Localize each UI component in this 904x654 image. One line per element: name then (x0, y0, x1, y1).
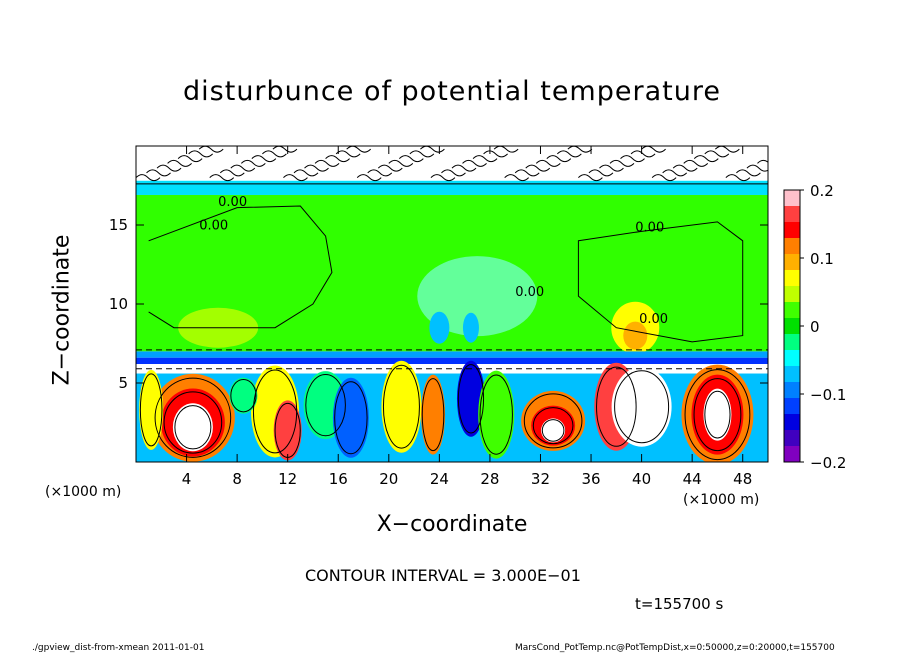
colorbar-swatch (784, 302, 800, 319)
x-axis: 4 8 12 16 20 24 28 32 36 40 44 48 (182, 146, 752, 488)
colorbar: 0.2 0.1 0 −0.1 −0.2 (783, 182, 846, 472)
middle-blue-blob (429, 311, 450, 344)
convective-cell (541, 418, 566, 443)
convective-cell (229, 377, 258, 414)
colorbar-swatch (784, 430, 800, 447)
colorbar-swatch (784, 382, 800, 399)
x-tick-label: 20 (379, 470, 398, 488)
convective-cell (421, 374, 446, 455)
contour-label: 0.00 (515, 285, 544, 300)
contour-label: 0.00 (639, 312, 668, 327)
footer-data-source: MarsCond_PotTemp.nc@PotTempDist,x=0:5000… (515, 643, 835, 653)
x-tick-label: 36 (581, 470, 600, 488)
x-tick-label: 44 (683, 470, 702, 488)
colorbar-tick-label: 0.2 (810, 182, 834, 200)
chart-title: disturbunce of potential temperature (183, 76, 721, 107)
contour-lines (136, 183, 768, 461)
x-axis-label: X−coordinate (376, 512, 528, 537)
colorbar-tick-label: −0.1 (810, 386, 846, 404)
colorbar-swatch (784, 446, 800, 463)
convective-cell (273, 400, 302, 461)
colorbar-swatch (784, 350, 800, 367)
colorbar-swatch (784, 334, 800, 351)
convective-cell (456, 360, 485, 437)
x-tick-label: 28 (480, 470, 499, 488)
footer-script-name: ./gpview_dist-from-xmean 2011-01-01 (32, 643, 205, 653)
colorbar-swatch (784, 206, 800, 223)
colorbar-swatch (784, 254, 800, 271)
transition-band (136, 351, 768, 358)
contour-interval: CONTOUR INTERVAL = 3.000E−01 (305, 566, 581, 585)
y-tick-label: 5 (118, 374, 128, 392)
colorbar-swatch (784, 238, 800, 255)
contour-labels: 0.00 0.00 0.00 0.00 0.00 (199, 195, 668, 327)
x-tick-label: 48 (733, 470, 752, 488)
x-tick-label: 8 (232, 470, 242, 488)
x-tick-label: 40 (632, 470, 651, 488)
upper-band (136, 180, 768, 195)
upper-layer (136, 146, 768, 181)
contour-label: 0.00 (218, 195, 247, 210)
colorbar-swatch (784, 222, 800, 239)
convective-cell (478, 370, 515, 459)
contour-label: 0.00 (199, 219, 228, 234)
colorbar-tick-label: 0.1 (810, 250, 834, 268)
x-tick-label: 24 (430, 470, 449, 488)
y-axis-label: Z−coordinate (49, 234, 75, 386)
time-label: t=155700 s (635, 595, 724, 613)
colorbar-swatch (784, 414, 800, 431)
x-unit-left: (×1000 m) (45, 484, 122, 500)
convective-cell (611, 366, 672, 447)
colorbar-tick-label: 0 (810, 318, 820, 336)
transition-band-dark (136, 357, 768, 365)
convective-cell (332, 377, 369, 458)
colorbar-swatch (784, 318, 800, 335)
colorbar-swatch (784, 270, 800, 287)
colorbar-swatch (784, 190, 800, 207)
middle-blue-blob (462, 312, 479, 343)
y-tick-label: 10 (109, 295, 128, 313)
convective-cell (381, 360, 422, 453)
x-unit-right: (×1000 m) (683, 492, 760, 508)
convective-cell (172, 403, 213, 452)
upper-noise-contours (136, 146, 768, 182)
colorbar-swatch (784, 286, 800, 303)
convective-cell (703, 388, 732, 441)
x-tick-label: 16 (329, 470, 348, 488)
colorbar-tick-label: −0.2 (810, 454, 846, 472)
x-tick-label: 12 (278, 470, 297, 488)
middle-cyan-blob (417, 256, 538, 337)
plot-field (136, 146, 768, 462)
convective-cell (139, 369, 164, 450)
colorbar-swatch (784, 366, 800, 383)
y-axis: 5 10 15 (109, 216, 768, 392)
middle-warm-core (623, 321, 648, 350)
colorbar-swatch (784, 398, 800, 415)
contour-label: 0.00 (635, 220, 664, 235)
x-tick-label: 4 (182, 470, 192, 488)
x-tick-label: 32 (531, 470, 550, 488)
y-tick-label: 15 (109, 216, 128, 234)
